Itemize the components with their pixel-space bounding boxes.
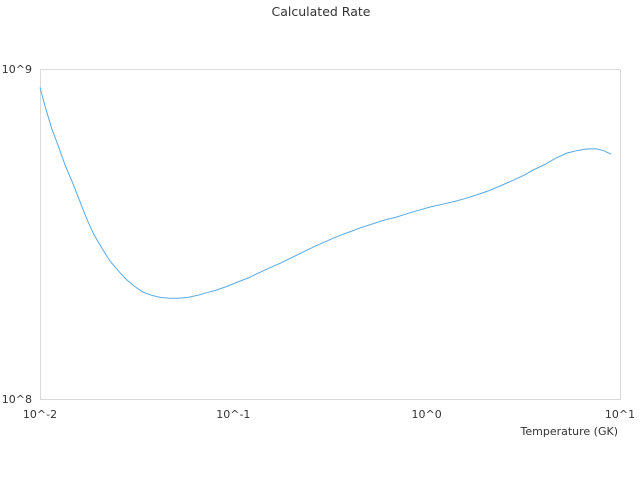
x-tick-label: 10^0 — [412, 408, 442, 421]
x-tick-label: 10^-2 — [23, 408, 57, 421]
y-tick-label: 10^9 — [2, 63, 32, 76]
x-tick-label: 10^1 — [605, 408, 635, 421]
chart-title: Calculated Rate — [272, 4, 371, 19]
x-axis-label: Temperature (GK) — [520, 425, 619, 438]
y-axis-ticks: 10^8 10^9 — [2, 63, 32, 406]
y-tick-label: 10^8 — [2, 393, 32, 406]
series-line — [39, 87, 612, 299]
x-tick-label: 10^-1 — [216, 408, 250, 421]
plot-frame — [40, 69, 621, 400]
x-axis-ticks: 10^-2 10^-1 10^0 10^1 — [23, 408, 635, 421]
